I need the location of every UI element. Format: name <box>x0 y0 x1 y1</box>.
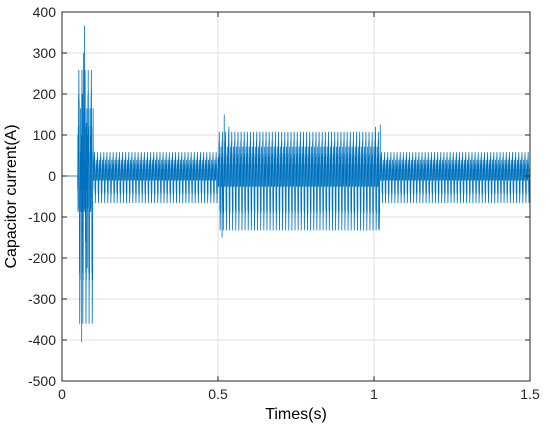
x-axis-label: Times(s) <box>265 406 327 423</box>
y-tick-label-4: -100 <box>28 209 56 225</box>
x-tick-label-0: 0 <box>58 386 66 402</box>
x-tick-label-3: 1.5 <box>520 386 540 402</box>
x-tick-label-1: 0.5 <box>208 386 228 402</box>
y-axis-label: Capacitor current(A) <box>3 124 20 268</box>
y-tick-label-0: -500 <box>28 373 56 389</box>
y-tick-label-8: 300 <box>33 45 57 61</box>
y-tick-label-5: 0 <box>48 168 56 184</box>
capacitor-current-line <box>62 25 531 343</box>
axes-box <box>61 11 531 382</box>
y-tick-label-7: 200 <box>33 86 57 102</box>
y-tick-label-6: 100 <box>33 127 57 143</box>
y-tick-label-1: -400 <box>28 332 56 348</box>
x-tick-label-2: 1 <box>370 386 378 402</box>
y-tick-labels: -500 -400 -300 -200 -100 0 100 200 300 400 <box>28 4 56 389</box>
y-tick-label-9: 400 <box>33 4 57 20</box>
y-tick-label-3: -200 <box>28 250 56 266</box>
axes <box>61 11 531 382</box>
y-tick-label-2: -300 <box>28 291 56 307</box>
plot-area <box>62 25 531 343</box>
x-tick-labels: 0 0.5 1 1.5 <box>58 386 540 402</box>
